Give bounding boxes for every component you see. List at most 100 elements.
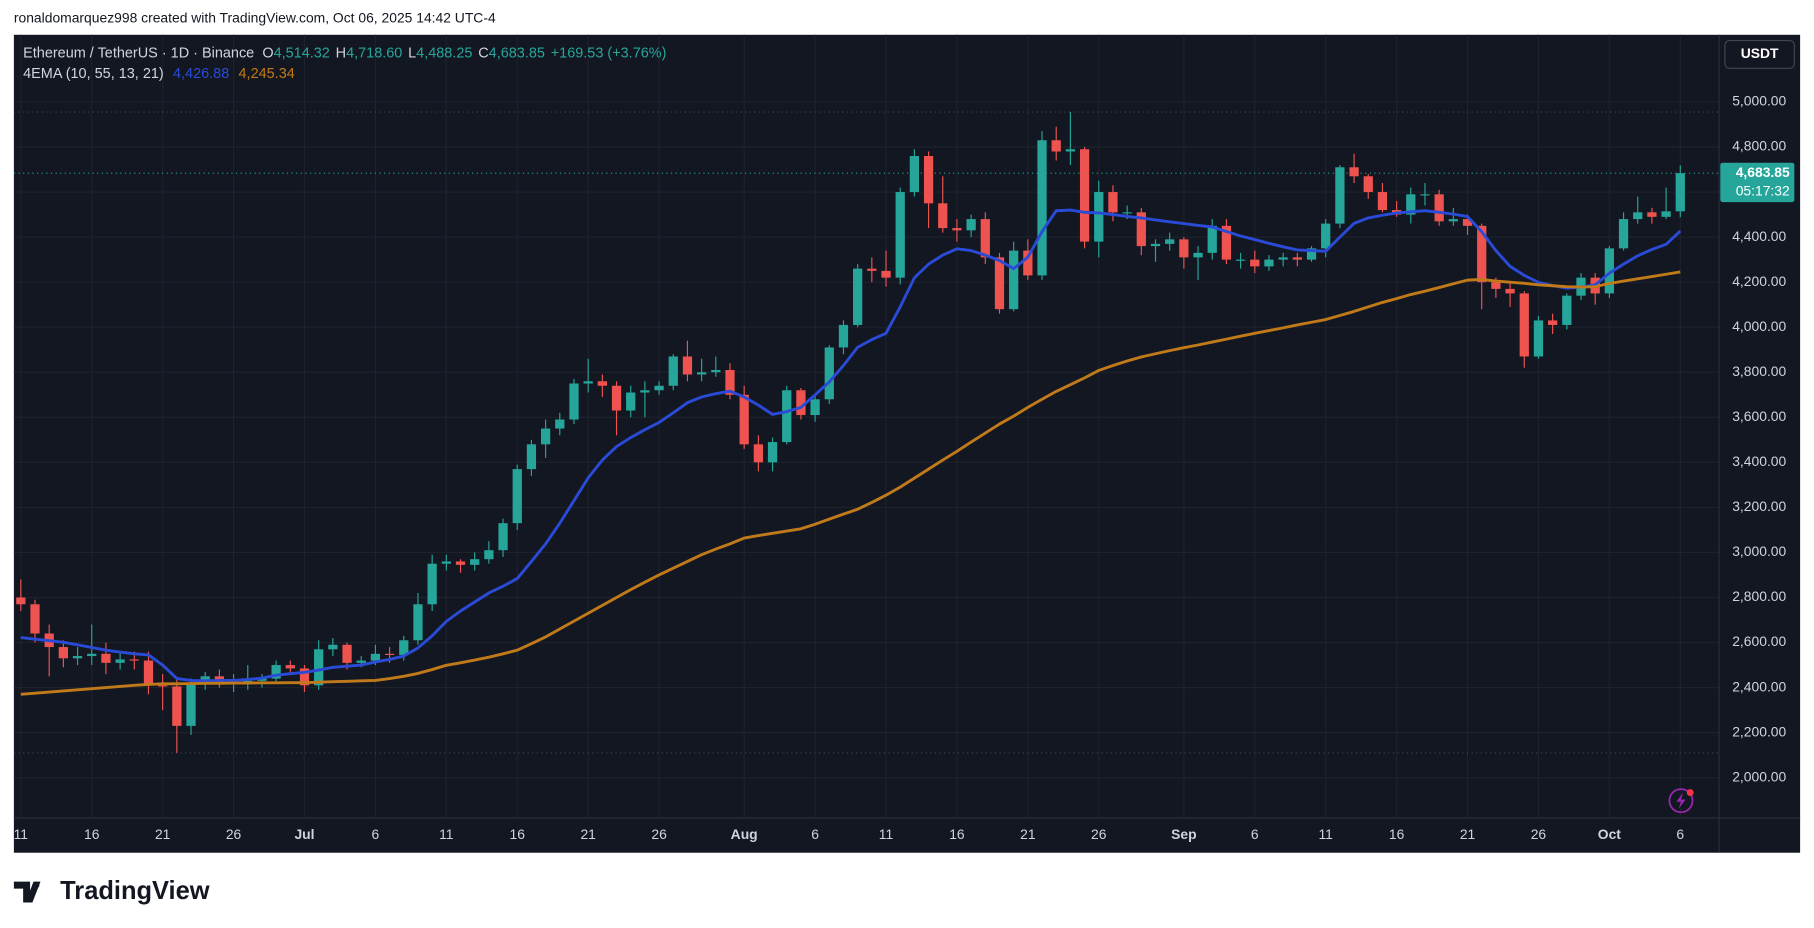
logo-dot [32, 881, 40, 889]
candle-body [1278, 257, 1288, 260]
x-tick-label: 26 [226, 826, 242, 842]
candle-body [1448, 219, 1458, 222]
candle-body [1462, 219, 1473, 226]
candle-body [824, 347, 834, 400]
y-tick-label: 4,200.00 [1732, 273, 1786, 289]
candle-body [342, 644, 352, 663]
candle-body [1235, 259, 1246, 261]
candle-body [980, 219, 990, 258]
ema-line [20, 270, 1681, 696]
candle-body [1519, 293, 1529, 357]
x-tick-label: 26 [651, 826, 667, 842]
candle-body [853, 268, 863, 325]
candle-body [1094, 192, 1104, 242]
candle-body [1548, 320, 1558, 325]
candle-body [129, 659, 139, 661]
candle-body [1377, 192, 1388, 211]
indicator-legend: 4EMA (10, 55, 13, 21) 4,426.88 4,245.34 [23, 66, 295, 82]
candle-body [427, 563, 437, 605]
candle-body [1618, 219, 1629, 249]
y-tick-label: 4,800.00 [1732, 138, 1786, 154]
last-price-label: 4,683.85 [1736, 164, 1790, 180]
candle-body [328, 644, 338, 650]
ohlc-key: H [336, 45, 346, 61]
candle-body [569, 383, 579, 420]
x-tick-label: 6 [811, 826, 819, 842]
candle-body [1292, 257, 1302, 260]
candle-body [1037, 140, 1047, 276]
indicator-value: 4,426.88 [173, 66, 229, 82]
alert-ring[interactable] [1668, 788, 1694, 814]
candle-body [143, 660, 154, 686]
x-tick-label: 11 [1318, 826, 1333, 842]
y-tick-label: 3,200.00 [1732, 498, 1786, 514]
candle-body [356, 660, 366, 663]
y-tick-label: 5,000.00 [1732, 93, 1786, 109]
candle-body [72, 656, 83, 659]
candle-body [1009, 250, 1019, 310]
x-tick-label: 6 [1676, 826, 1684, 842]
ohlc-value: 4,488.25 [416, 45, 472, 61]
x-tick-label: 16 [510, 826, 526, 842]
candle-body [115, 659, 125, 663]
candle-body [895, 192, 905, 278]
x-tick-label: Aug [731, 826, 758, 842]
candle-body [767, 442, 778, 463]
x-tick-label: 6 [1251, 826, 1259, 842]
candle-body [867, 268, 877, 271]
indicator-name: 4EMA (10, 55, 13, 21) [23, 66, 164, 82]
x-tick-label: 16 [84, 826, 100, 842]
candle-body [30, 604, 40, 634]
candle-body [370, 653, 381, 661]
change: +169.53 (+3.76%) [551, 45, 667, 61]
candle-body [1207, 225, 1217, 253]
y-tick-label: 3,400.00 [1732, 453, 1786, 469]
candle-body [640, 390, 650, 393]
candle-body [611, 385, 622, 411]
candle-body [1193, 252, 1203, 258]
credit: ronaldomarquez998 created with TradingVi… [14, 9, 496, 25]
candle-body [526, 444, 537, 470]
candle-body [1420, 194, 1430, 196]
logo: TradingView [13, 877, 210, 905]
candle-body [1264, 259, 1274, 267]
currency[interactable]: USDT [1741, 45, 1779, 61]
candle-body [697, 372, 707, 375]
x-tick-label: 26 [1531, 826, 1547, 842]
candle-body [654, 385, 664, 391]
candle-body [1335, 167, 1345, 224]
candle-body [1491, 282, 1501, 289]
candle-body [1108, 192, 1118, 213]
candle-body [101, 653, 111, 663]
candle-body [384, 653, 395, 655]
candle-body [1477, 225, 1487, 283]
x-tick-label: 11 [439, 826, 454, 842]
candle-body [583, 381, 593, 384]
x-tick-label: Jul [294, 826, 314, 842]
candle-body [810, 399, 820, 416]
candle-body [555, 419, 565, 429]
candle-body [1165, 239, 1175, 244]
candle-body [1562, 295, 1572, 325]
candle-body [1321, 223, 1331, 249]
symbol-title: Ethereum / TetherUS · 1D · Binance [23, 45, 254, 61]
candle-body [1406, 194, 1416, 215]
candle-body [796, 390, 806, 416]
candle-body [540, 428, 551, 445]
currency-button[interactable] [1724, 40, 1795, 69]
y-tick-label: 2,400.00 [1732, 678, 1786, 694]
alert-icon[interactable] [1668, 788, 1694, 814]
ohlc-value: 4,683.85 [489, 45, 545, 61]
y-tick-label: 3,800.00 [1732, 363, 1786, 379]
candle-body [299, 668, 310, 686]
x-tick-label: Oct [1598, 826, 1622, 842]
candle-body [1363, 176, 1373, 193]
candle-body [1675, 173, 1685, 212]
alert-bolt[interactable] [1676, 792, 1686, 809]
candle-body [1051, 140, 1061, 152]
candle-body [285, 665, 295, 669]
candle-body [399, 640, 409, 655]
symbol-legend: Ethereum / TetherUS · 1D · Binance O4,514… [23, 45, 666, 61]
ohlc-value: 4,718.60 [346, 45, 402, 61]
